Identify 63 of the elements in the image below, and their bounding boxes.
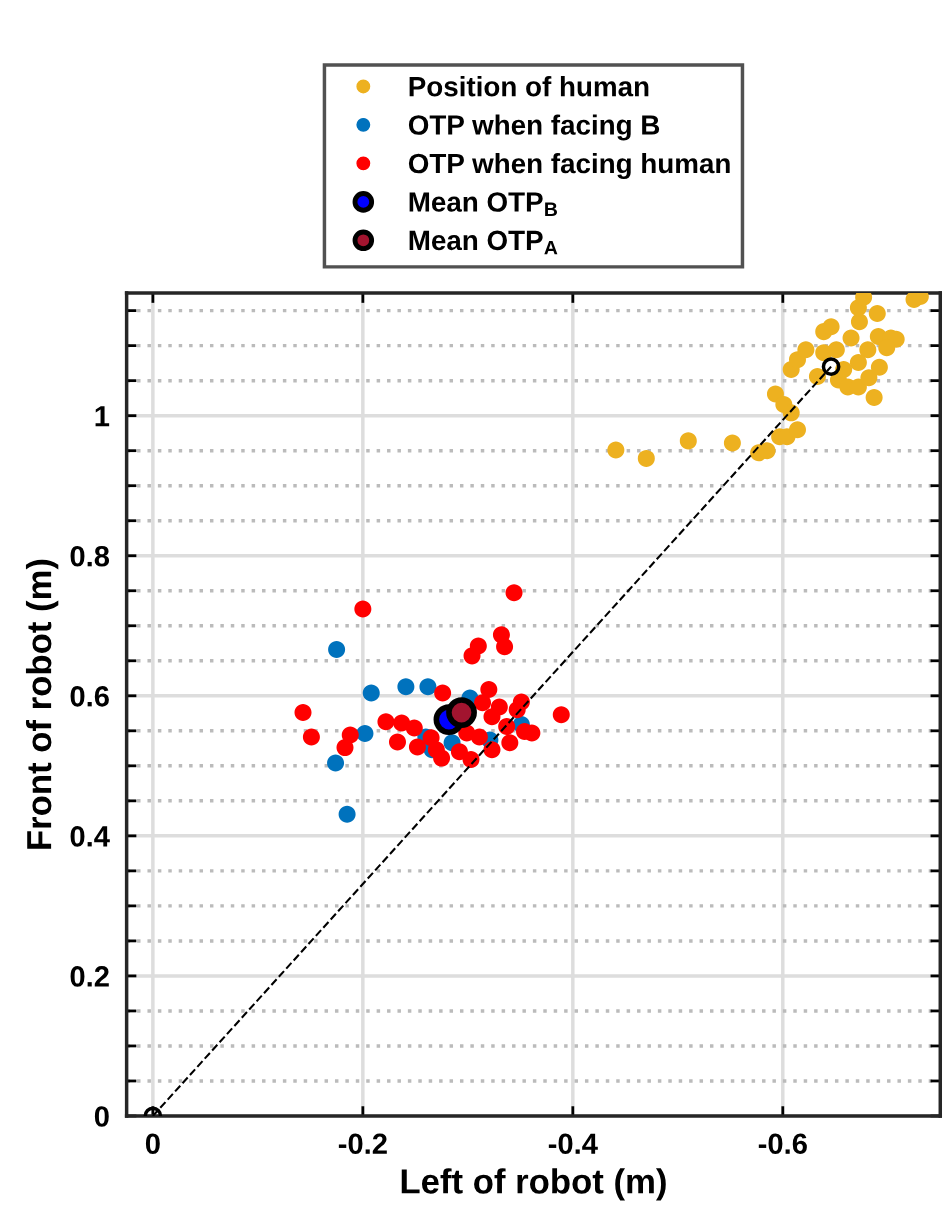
x-tick-label: -0.6: [758, 1133, 807, 1155]
point: [462, 751, 480, 769]
point: [480, 680, 498, 698]
point: [328, 641, 346, 659]
point: [860, 369, 878, 387]
legend-label: OTP when facing B: [408, 114, 660, 141]
point: [842, 329, 860, 347]
point: [397, 678, 415, 696]
point: [362, 684, 380, 702]
point: [338, 805, 356, 823]
y-tick-label: 0.4: [70, 826, 110, 847]
x-axis-title: Left of robot (m): [401, 1168, 666, 1201]
point: [868, 304, 886, 322]
point: [552, 706, 570, 724]
point: [870, 358, 888, 376]
point: [679, 432, 697, 450]
point: [356, 725, 374, 743]
point: [419, 678, 437, 696]
point: [859, 341, 877, 359]
point: [505, 584, 523, 602]
point: [302, 728, 320, 746]
y-tick-label: 1: [95, 406, 110, 427]
y-tick-label: 0.6: [70, 685, 109, 707]
point: [607, 441, 625, 459]
point: [294, 704, 312, 722]
point: [470, 728, 488, 746]
point: [496, 638, 514, 656]
point: [827, 341, 845, 359]
x-tick-label: -0.2: [338, 1133, 387, 1155]
y-axis-title: Front of robot (m): [25, 559, 59, 849]
point: [865, 388, 883, 406]
point: [850, 313, 868, 331]
x-tick-label: 0: [145, 1133, 160, 1155]
point: [821, 357, 841, 377]
point: [377, 713, 395, 731]
legend-label: OTP when facing human: [408, 152, 730, 179]
point: [354, 600, 372, 618]
point: [450, 743, 468, 761]
point: [405, 719, 423, 737]
point: [408, 738, 426, 756]
point: [501, 734, 519, 752]
point: [434, 684, 452, 702]
point: [723, 434, 741, 452]
point: [388, 733, 406, 751]
point: [490, 698, 508, 716]
x-tick-label: -0.4: [548, 1133, 598, 1155]
point: [797, 341, 815, 359]
y-tick-label: 0.2: [70, 966, 109, 987]
point: [433, 749, 451, 767]
point: [469, 637, 487, 655]
legend-label: Mean OTP$_{B}$: [409, 192, 558, 216]
point: [849, 353, 867, 371]
point: [474, 694, 492, 712]
legend-label: Position of human: [409, 76, 649, 97]
point: [327, 754, 345, 772]
point: [822, 318, 840, 336]
point: [446, 697, 477, 728]
point: [788, 421, 806, 439]
y-tick-label: 0: [94, 1106, 109, 1127]
point: [637, 449, 655, 467]
point: [336, 739, 354, 757]
legend-label: Mean OTP$_{A}$: [409, 230, 558, 255]
y-tick-label: 0.8: [70, 545, 110, 567]
